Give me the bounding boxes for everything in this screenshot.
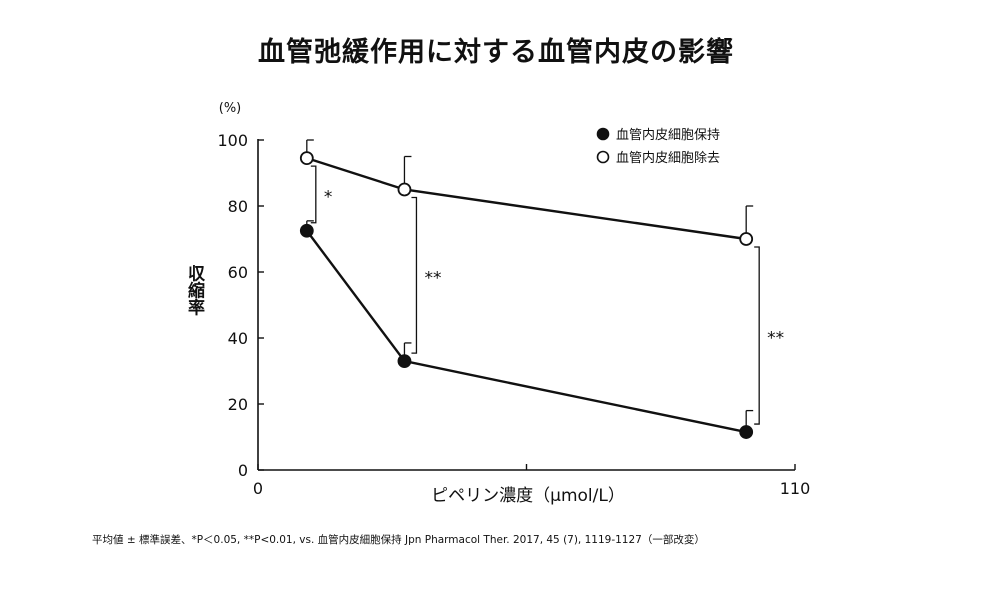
chart-title: 血管弛緩作用に対する血管内皮の影響 (258, 37, 734, 68)
significance-label: ** (424, 268, 441, 288)
legend-marker (596, 127, 610, 141)
y-tick-label: 80 (228, 197, 248, 216)
significance-bracket (310, 165, 317, 224)
significance-bracket (411, 196, 418, 354)
x-tick-label: 110 (780, 479, 811, 498)
y-tick-label: 20 (228, 395, 248, 414)
filled-point (397, 354, 412, 369)
significance-label: * (324, 187, 333, 207)
filled-point (739, 425, 754, 439)
y-tick-label: 100 (217, 131, 248, 150)
significance-bracket (754, 246, 760, 425)
y-tick-label: 0 (238, 461, 248, 480)
footnote: 平均値 ± 標準誤差、*P＜0.05, **P<0.01, vs. 血管内皮細胞… (92, 534, 705, 546)
y-tick-label: 40 (228, 329, 248, 348)
legend-label: 血管内皮細胞除去 (616, 150, 720, 166)
y-tick-label: 60 (228, 263, 248, 282)
series-line-0 (305, 230, 747, 434)
series-layer (299, 139, 754, 439)
legend-marker (596, 150, 610, 164)
open-point (739, 232, 754, 246)
y-axis-label: 収縮率 (184, 264, 205, 316)
legend-label: 血管内皮細胞保持 (616, 127, 720, 143)
open-point (397, 182, 412, 197)
significance-label: ** (767, 329, 784, 349)
x-tick-label: 0 (253, 479, 263, 498)
open-point (299, 151, 314, 166)
axes: 0 20 40 60 80 100 0 110 ピペリン濃度（μmol/L） 収縮率 (%) (184, 101, 810, 506)
significance-layer: ***** (310, 165, 784, 425)
y-axis-unit: (%) (219, 101, 242, 116)
filled-point (299, 223, 314, 238)
series-line-1 (306, 157, 747, 241)
x-axis-label: ピペリン濃度（μmol/L） (431, 486, 625, 506)
